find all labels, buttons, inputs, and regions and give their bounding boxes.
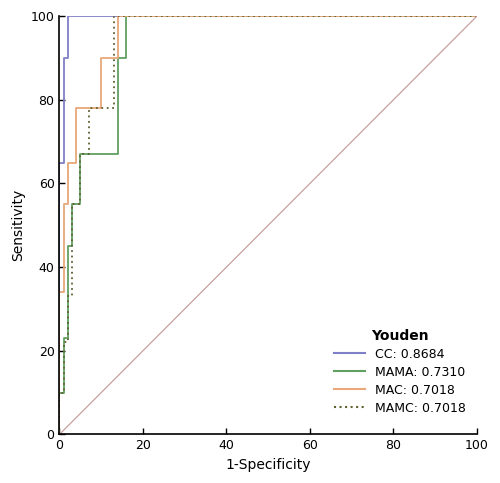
X-axis label: 1-Specificity: 1-Specificity: [226, 458, 311, 472]
Y-axis label: Sensitivity: Sensitivity: [11, 189, 25, 261]
Legend: CC: 0.8684, MAMA: 0.7310, MAC: 0.7018, MAMC: 0.7018: CC: 0.8684, MAMA: 0.7310, MAC: 0.7018, M…: [328, 324, 470, 420]
